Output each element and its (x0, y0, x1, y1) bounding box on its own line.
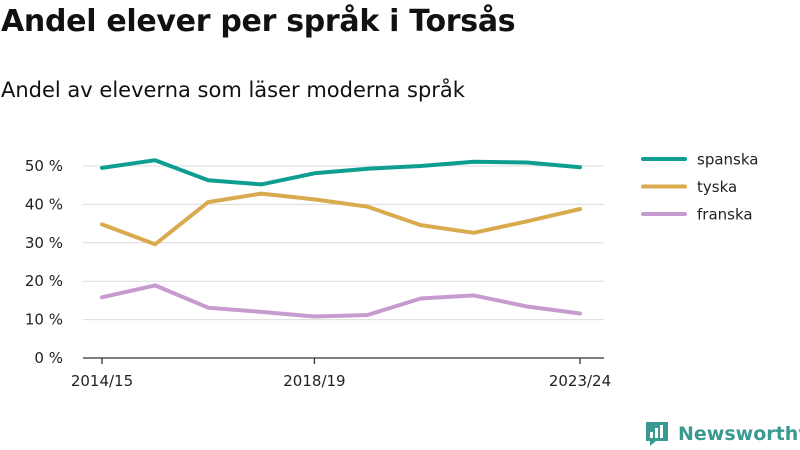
x-tick-label: 2018/19 (283, 372, 345, 390)
x-tick-label: 2014/15 (71, 372, 133, 390)
y-tick-label: 40 % (25, 195, 63, 213)
legend: spanska tyska franska (641, 151, 758, 224)
series-line-franska (100, 283, 582, 319)
x-tick-label: 2023/24 (549, 372, 611, 390)
chart-title: Andel elever per språk i Torsås (1, 4, 516, 39)
series-lines (100, 158, 582, 319)
y-tick-label: 50 % (25, 157, 63, 175)
chart-subtitle: Andel av eleverna som läser moderna språ… (1, 78, 465, 102)
legend-label-franska: franska (697, 206, 753, 224)
y-axis-labels: 0 % 10 % 20 % 30 % 40 % 50 % (25, 157, 63, 367)
series-line-spanska (100, 158, 582, 187)
legend-label-spanska: spanska (697, 151, 758, 169)
gridlines (83, 165, 604, 321)
newsworthy-logo-icon (646, 422, 668, 446)
x-axis: 2014/15 2018/19 2023/24 (71, 357, 611, 390)
brand-logo: Newsworthy (644, 420, 800, 448)
brand-name: Newsworthy (678, 423, 800, 445)
y-tick-label: 10 % (25, 311, 63, 329)
series-line-tyska (100, 191, 582, 247)
y-tick-label: 0 % (34, 349, 63, 367)
y-tick-label: 30 % (25, 234, 63, 252)
y-tick-label: 20 % (25, 272, 63, 290)
legend-label-tyska: tyska (697, 178, 737, 196)
